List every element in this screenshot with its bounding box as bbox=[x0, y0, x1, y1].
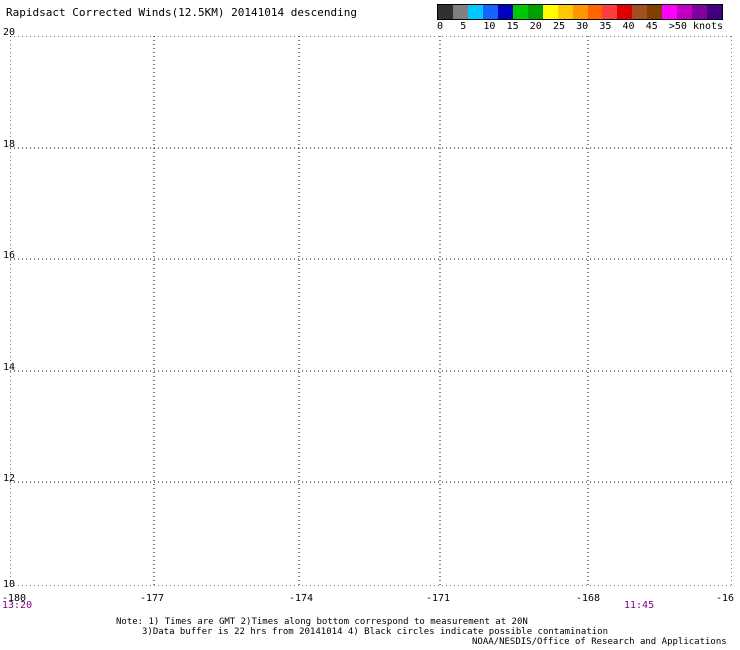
scale-swatch-2 bbox=[467, 5, 483, 19]
scale-swatch-15 bbox=[662, 5, 678, 19]
lon-label-180: -180 bbox=[2, 593, 27, 604]
scale-swatch-18 bbox=[707, 5, 723, 19]
footnote-credit: NOAA/NESDIS/Office of Research and Appli… bbox=[472, 637, 727, 647]
scale-label-6: 30 bbox=[576, 21, 589, 32]
scale-swatch-4 bbox=[497, 5, 513, 19]
footnote-line-2: 3)Data buffer is 22 hrs from 20141014 4)… bbox=[142, 627, 608, 637]
lon-label-16: -16 bbox=[716, 593, 735, 604]
lat-label-18: 18 bbox=[3, 139, 16, 150]
footnote-line-1: Note: 1) Times are GMT 2)Times along bot… bbox=[116, 617, 528, 627]
scale-swatch-0 bbox=[438, 5, 453, 19]
scale-swatch-3 bbox=[482, 5, 498, 19]
scale-swatch-13 bbox=[632, 5, 648, 19]
scale-swatch-12 bbox=[617, 5, 633, 19]
lon-label-168: -168 bbox=[576, 593, 601, 604]
map-title: Rapidsact Corrected Winds(12.5KM) 201410… bbox=[6, 6, 357, 19]
scale-label-4: 20 bbox=[529, 21, 542, 32]
lat-lon-grid bbox=[10, 36, 732, 586]
scale-swatch-7 bbox=[542, 5, 558, 19]
scale-label-9: 45 bbox=[645, 21, 658, 32]
scale-swatch-8 bbox=[557, 5, 573, 19]
lat-label-14: 14 bbox=[3, 362, 16, 373]
scale-label-1: 5 bbox=[460, 21, 467, 32]
scale-swatch-9 bbox=[572, 5, 588, 19]
time-label-left: 13:20 bbox=[2, 600, 33, 611]
lon-label-171: -171 bbox=[426, 593, 451, 604]
wind-speed-labels: 0 5 10 15 20 25 30 35 40 45 >50 knots bbox=[437, 21, 723, 32]
scale-swatch-11 bbox=[602, 5, 618, 19]
lat-label-10: 10 bbox=[3, 579, 16, 590]
scale-swatch-5 bbox=[512, 5, 528, 19]
scale-label-2: 10 bbox=[483, 21, 496, 32]
scale-swatch-6 bbox=[527, 5, 543, 19]
scale-label-5: 25 bbox=[552, 21, 565, 32]
scale-swatch-16 bbox=[677, 5, 693, 19]
lat-label-20: 20 bbox=[3, 27, 16, 38]
lat-label-12: 12 bbox=[3, 473, 16, 484]
scale-swatch-10 bbox=[587, 5, 603, 19]
scale-label-10: >50 knots bbox=[668, 21, 724, 32]
scale-label-3: 15 bbox=[506, 21, 519, 32]
scale-label-7: 35 bbox=[599, 21, 612, 32]
scale-swatch-14 bbox=[647, 5, 663, 19]
wind-speed-scale: 0 5 10 15 20 25 30 35 40 45 >50 knots bbox=[437, 4, 723, 32]
time-label-right: 11:45 bbox=[624, 600, 655, 611]
scale-label-0: 0 bbox=[437, 21, 444, 32]
scale-label-8: 40 bbox=[622, 21, 635, 32]
lon-label-174: -174 bbox=[289, 593, 314, 604]
footnotes: Note: 1) Times are GMT 2)Times along bot… bbox=[116, 617, 727, 647]
wind-map-area bbox=[10, 36, 732, 586]
wind-speed-color-bar bbox=[437, 4, 723, 20]
scale-swatch-17 bbox=[692, 5, 708, 19]
lat-label-16: 16 bbox=[3, 250, 16, 261]
scale-swatch-1 bbox=[452, 5, 468, 19]
lon-label-177: -177 bbox=[140, 593, 165, 604]
